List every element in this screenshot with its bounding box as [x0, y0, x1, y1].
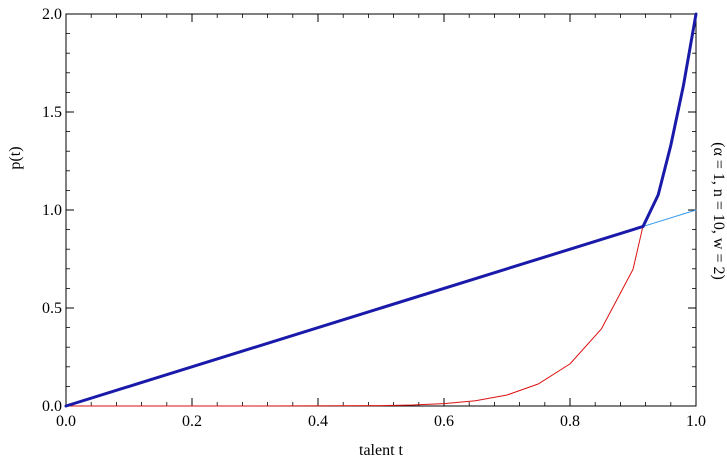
x-tick-label: 0.2 — [182, 413, 202, 430]
x-axis-label: talent t — [359, 442, 404, 459]
exponential-series-line — [65, 225, 644, 407]
parameter-annotation: (α = 1, n = 10, w = 2) — [710, 142, 727, 280]
y-tick-label: 1.0 — [42, 202, 62, 219]
x-tick-label: 0.6 — [434, 413, 454, 430]
plot-area: 0.0 0.2 0.4 0.6 0.8 1.0 0.0 0.5 1.0 1.5 2.0 — [42, 6, 706, 430]
y-tick-label: 1.5 — [42, 104, 62, 121]
x-tick-label: 0.8 — [560, 413, 580, 430]
y-axis-label: p(t) — [7, 146, 24, 169]
x-tick-label: 0.4 — [308, 413, 328, 430]
y-tick-label: 0.0 — [42, 398, 62, 415]
x-tick-label: 1.0 — [686, 413, 706, 430]
y-tick-label: 2.0 — [42, 6, 62, 23]
y-tick-label: 0.5 — [42, 300, 62, 317]
envelope-series-line — [64, 12, 698, 408]
x-tick-label: 0.0 — [56, 413, 76, 430]
plot-frame — [65, 13, 697, 407]
